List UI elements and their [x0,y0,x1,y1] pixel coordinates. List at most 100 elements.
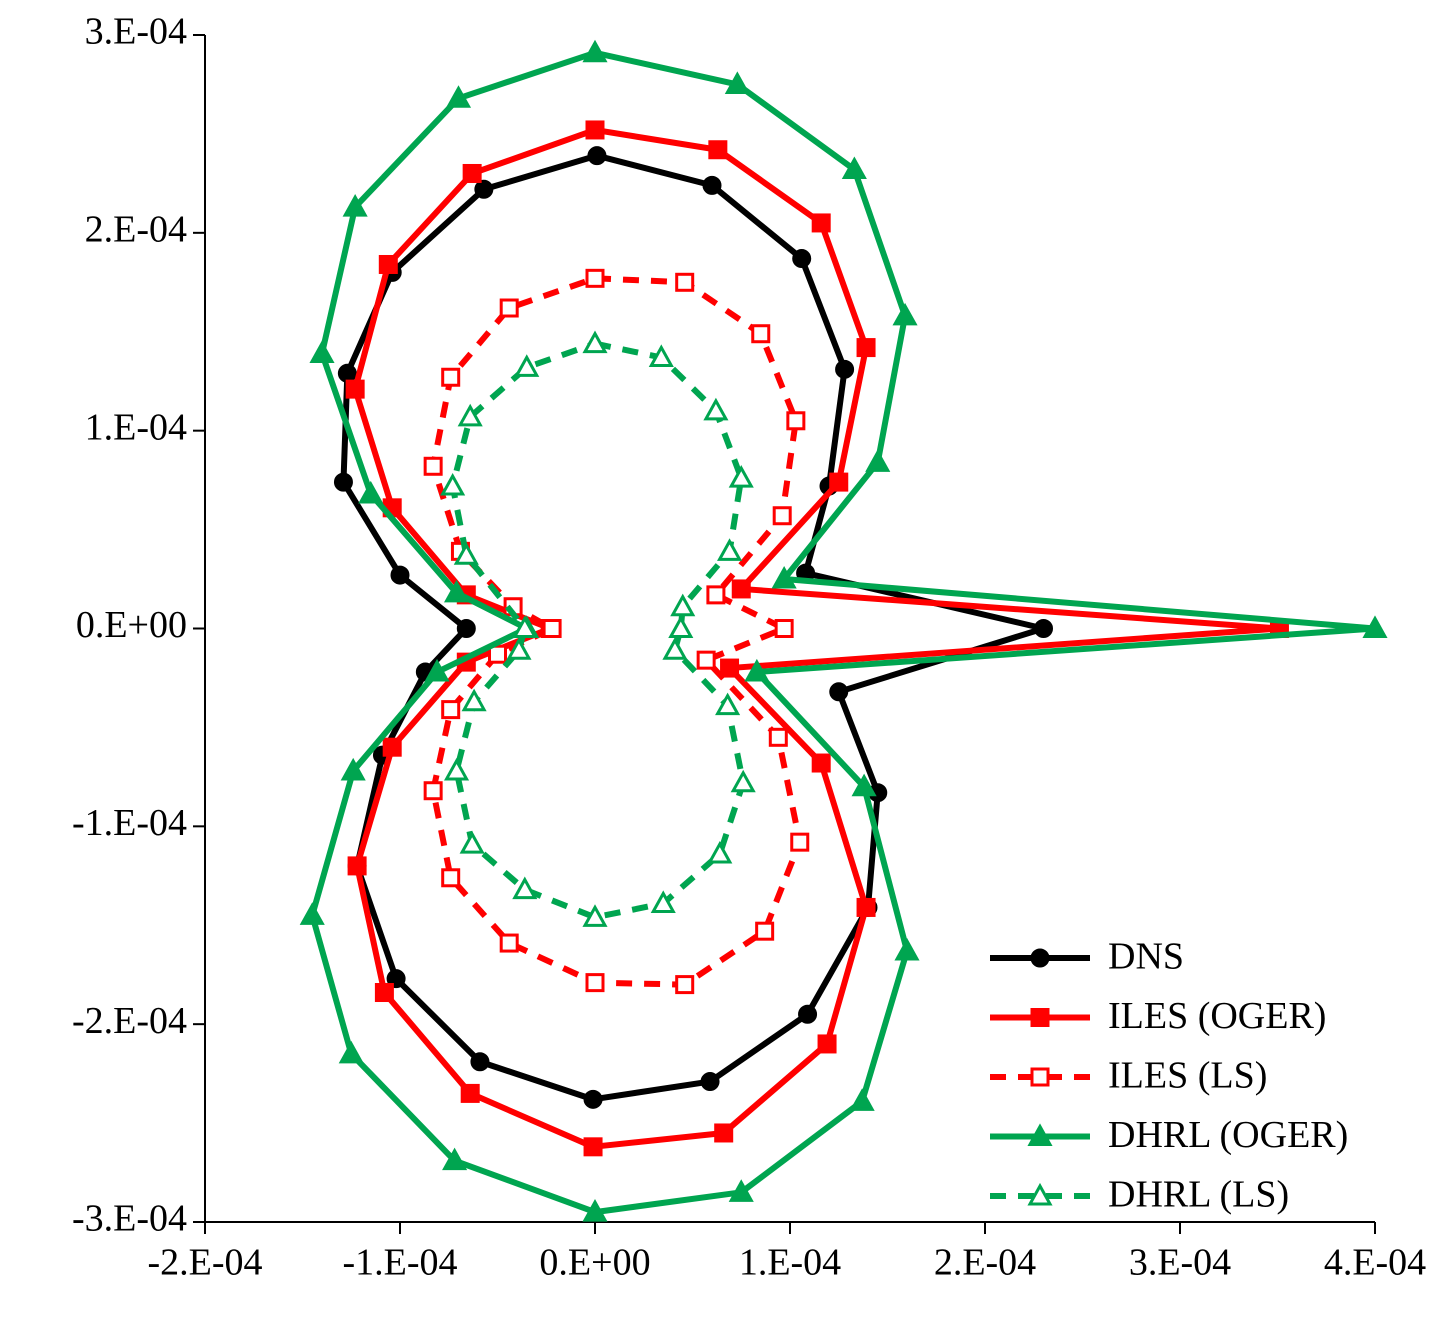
marker [585,268,605,288]
marker [390,565,410,585]
marker [865,449,891,472]
marker [423,456,443,476]
marker [817,1034,837,1054]
marker [751,324,771,344]
marker [1027,1123,1053,1146]
marker [444,757,470,781]
marker [333,472,353,492]
marker [715,692,741,716]
marker [378,254,398,274]
marker [856,338,876,358]
marker [424,658,450,682]
y-tick-label: 2.E-04 [85,209,187,251]
marker [582,39,608,63]
legend-label: ILES (LS) [1108,1055,1267,1097]
marker [675,975,695,995]
marker [442,1147,468,1171]
series-line [449,340,747,921]
marker [337,363,357,383]
marker [798,1004,818,1024]
marker [662,637,688,660]
marker [648,344,674,367]
marker [423,781,443,801]
marker [728,1179,754,1202]
marker [744,658,770,682]
legend-label: ILES (OGER) [1108,995,1326,1037]
y-tick-label: 3.E-04 [85,11,187,53]
x-tick-label: 1.E-04 [739,1242,841,1284]
marker [488,644,507,664]
marker [849,1088,875,1111]
marker [786,411,806,431]
marker [457,403,483,427]
marker [720,658,740,678]
marker [700,1072,720,1092]
marker [650,890,676,913]
marker [851,773,877,797]
marker [440,472,466,496]
marker [835,359,855,379]
marker [707,840,733,864]
y-tick-label: 1.E-04 [85,406,187,448]
legend-label: DHRL (LS) [1108,1174,1289,1216]
marker [772,506,792,526]
marker [768,727,788,747]
marker [309,340,335,364]
marker [724,71,750,94]
marker [514,354,540,377]
marker [717,538,743,561]
marker [386,969,406,989]
marker [582,330,608,354]
marker [1027,1182,1053,1206]
marker [731,579,751,599]
marker [829,682,849,702]
marker [453,542,479,565]
marker [706,585,726,605]
marker [1030,1008,1050,1027]
marker [755,921,775,941]
marker [340,757,366,781]
marker [299,902,325,925]
marker [702,175,722,195]
marker [582,1199,608,1222]
legend-label: DHRL (OGER) [1108,1114,1348,1156]
marker [474,179,494,199]
marker [460,1083,480,1103]
y-tick-label: -1.E-04 [72,802,187,844]
x-tick-label: 4.E-04 [1324,1242,1426,1284]
marker [792,249,812,269]
marker [668,615,694,638]
x-tick-label: 3.E-04 [1129,1242,1231,1284]
x-tick-label: -2.E-04 [147,1242,262,1284]
marker [382,737,402,757]
x-tick-label: 0.E+00 [539,1242,650,1284]
marker [585,120,605,140]
marker [342,194,368,217]
marker [829,472,849,492]
marker [587,146,607,166]
marker [1030,1067,1050,1087]
marker [790,832,810,852]
marker [441,700,461,720]
marker [892,302,918,326]
marker [506,637,532,660]
marker [811,213,831,233]
marker [856,897,876,917]
marker [583,1137,603,1157]
marker [1362,615,1388,638]
marker [470,1052,490,1072]
marker [338,1040,364,1064]
marker [841,156,867,180]
marker [499,933,519,953]
marker [1034,619,1053,638]
marker [1030,948,1050,968]
marker [582,904,608,927]
x-tick-label: 2.E-04 [934,1242,1036,1284]
marker [459,831,485,854]
marker [512,876,538,900]
marker [583,1089,603,1109]
legend-label: DNS [1108,936,1184,978]
marker [811,753,831,773]
marker [670,593,696,617]
marker [347,856,367,876]
